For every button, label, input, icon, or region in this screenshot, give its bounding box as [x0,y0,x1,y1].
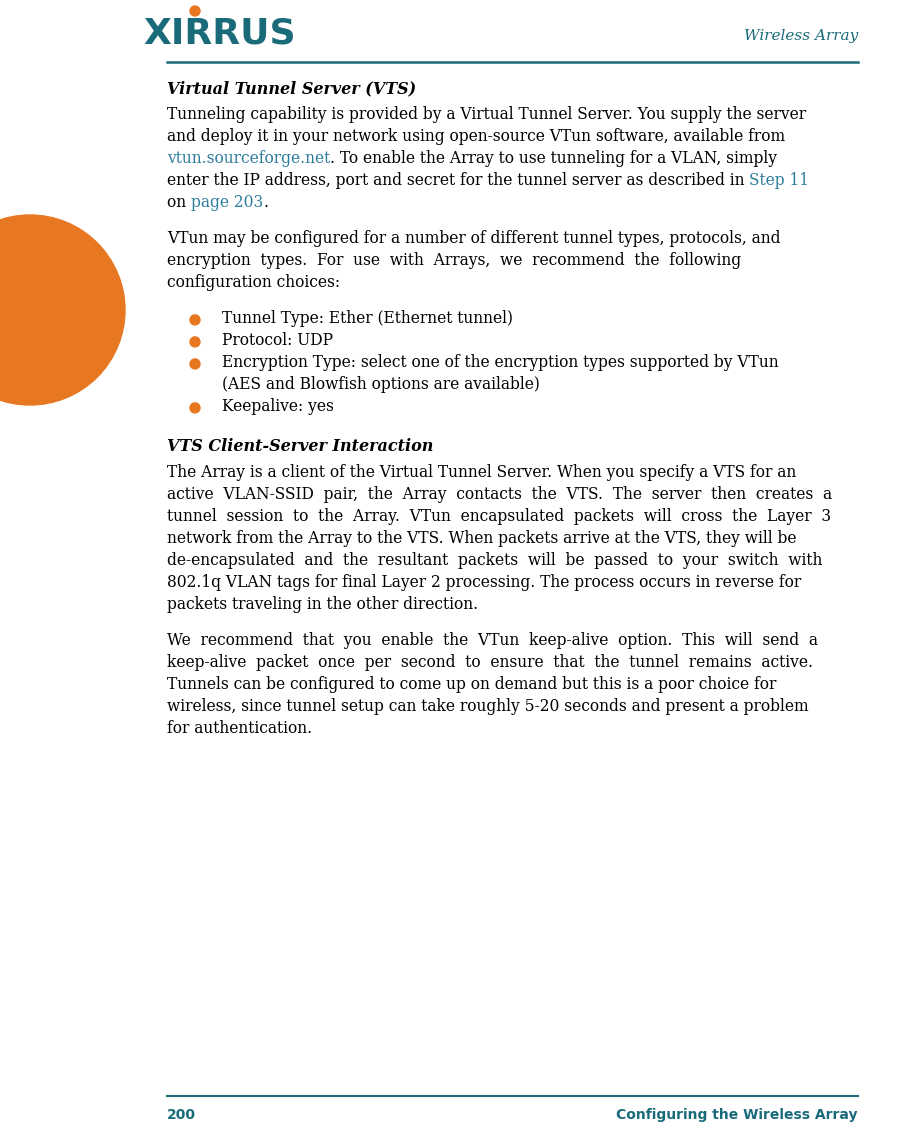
Text: Tunneling capability is provided by a Virtual Tunnel Server. You supply the serv: Tunneling capability is provided by a Vi… [167,106,806,123]
Text: Tunnel Type: Ether (Ethernet tunnel): Tunnel Type: Ether (Ethernet tunnel) [222,310,513,327]
Text: encryption  types.  For  use  with  Arrays,  we  recommend  the  following: encryption types. For use with Arrays, w… [167,252,742,269]
Circle shape [190,315,200,325]
Text: Step 11: Step 11 [750,172,809,189]
Circle shape [190,359,200,368]
Text: . To enable the Array to use tunneling for a VLAN, simply: . To enable the Array to use tunneling f… [331,150,778,167]
Text: and deploy it in your network using open-source VTun software, available from: and deploy it in your network using open… [167,128,785,146]
Text: active  VLAN-SSID  pair,  the  Array  contacts  the  VTS.  The  server  then  cr: active VLAN-SSID pair, the Array contact… [167,485,833,503]
Circle shape [0,215,125,405]
Circle shape [190,337,200,347]
Text: Configuring the Wireless Array: Configuring the Wireless Array [616,1107,858,1122]
Text: Tunnels can be configured to come up on demand but this is a poor choice for: Tunnels can be configured to come up on … [167,677,777,692]
Text: Encryption Type: select one of the encryption types supported by VTun: Encryption Type: select one of the encry… [222,354,778,371]
Text: network from the Array to the VTS. When packets arrive at the VTS, they will be: network from the Array to the VTS. When … [167,530,796,547]
Text: We  recommend  that  you  enable  the  VTun  keep-alive  option.  This  will  se: We recommend that you enable the VTun ke… [167,632,818,649]
Text: packets traveling in the other direction.: packets traveling in the other direction… [167,596,478,613]
Text: wireless, since tunnel setup can take roughly 5-20 seconds and present a problem: wireless, since tunnel setup can take ro… [167,698,808,715]
Text: page 203: page 203 [191,194,263,211]
Text: on: on [167,194,191,211]
Text: vtun.sourceforge.net: vtun.sourceforge.net [167,150,331,167]
Text: for authentication.: for authentication. [167,720,312,737]
Circle shape [190,6,200,16]
Text: XIRRUS: XIRRUS [143,16,296,50]
Text: enter the IP address, port and secret for the tunnel server as described in: enter the IP address, port and secret fo… [167,172,750,189]
Text: configuration choices:: configuration choices: [167,274,340,291]
Text: VTun may be configured for a number of different tunnel types, protocols, and: VTun may be configured for a number of d… [167,230,780,247]
Text: Virtual Tunnel Server (VTS): Virtual Tunnel Server (VTS) [167,80,416,97]
Text: tunnel  session  to  the  Array.  VTun  encapsulated  packets  will  cross  the : tunnel session to the Array. VTun encaps… [167,508,831,525]
Text: Keepalive: yes: Keepalive: yes [222,398,334,415]
Text: Protocol: UDP: Protocol: UDP [222,332,333,349]
Text: .: . [263,194,268,211]
Text: de-encapsulated  and  the  resultant  packets  will  be  passed  to  your  switc: de-encapsulated and the resultant packet… [167,551,823,568]
Text: VTS Client-Server Interaction: VTS Client-Server Interaction [167,438,433,455]
Text: (AES and Blowfish options are available): (AES and Blowfish options are available) [222,376,540,393]
Circle shape [190,402,200,413]
Text: 802.1q VLAN tags for final Layer 2 processing. The process occurs in reverse for: 802.1q VLAN tags for final Layer 2 proce… [167,574,801,591]
Text: 200: 200 [167,1107,196,1122]
Text: keep-alive  packet  once  per  second  to  ensure  that  the  tunnel  remains  a: keep-alive packet once per second to ens… [167,654,813,671]
Text: The Array is a client of the Virtual Tunnel Server. When you specify a VTS for a: The Array is a client of the Virtual Tun… [167,464,796,481]
Text: Wireless Array: Wireless Array [743,30,858,43]
